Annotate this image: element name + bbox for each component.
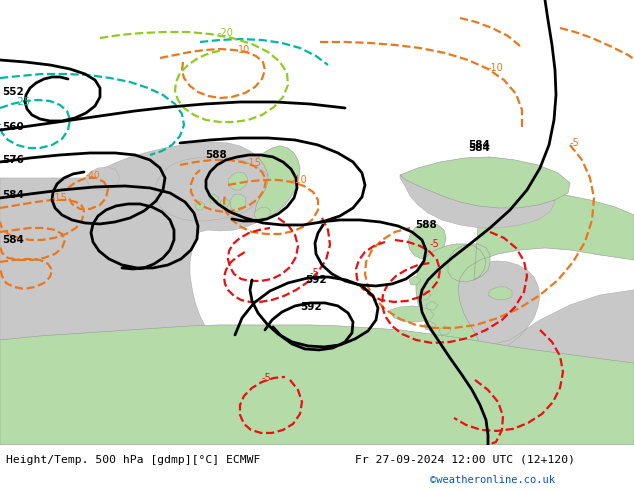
Text: 588: 588	[415, 220, 437, 230]
Polygon shape	[426, 301, 438, 310]
Text: -15: -15	[52, 193, 68, 203]
Polygon shape	[416, 192, 634, 362]
Polygon shape	[85, 167, 120, 190]
Text: -40: -40	[86, 172, 101, 180]
Text: 584: 584	[468, 143, 490, 153]
Text: 584: 584	[2, 190, 24, 200]
Polygon shape	[400, 157, 570, 208]
Polygon shape	[408, 223, 446, 259]
Text: -5: -5	[310, 268, 320, 278]
Polygon shape	[195, 201, 205, 210]
Text: Height/Temp. 500 hPa [gdmp][°C] ECMWF: Height/Temp. 500 hPa [gdmp][°C] ECMWF	[6, 455, 261, 465]
Text: -10: -10	[488, 63, 504, 73]
Text: -5: -5	[570, 138, 579, 148]
Polygon shape	[220, 198, 230, 207]
Text: -25: -25	[15, 97, 31, 107]
Polygon shape	[209, 194, 219, 203]
Polygon shape	[400, 167, 555, 228]
Text: ©weatheronline.co.uk: ©weatheronline.co.uk	[430, 475, 555, 485]
Polygon shape	[424, 321, 436, 330]
Text: 584: 584	[2, 235, 24, 245]
Text: -10: -10	[292, 175, 307, 185]
Polygon shape	[228, 172, 248, 190]
Text: Fr 27-09-2024 12:00 UTC (12+120): Fr 27-09-2024 12:00 UTC (12+120)	[355, 455, 575, 465]
Text: 584: 584	[468, 140, 490, 150]
Text: -5: -5	[262, 373, 272, 383]
Polygon shape	[0, 325, 634, 445]
Text: 552: 552	[2, 87, 23, 97]
Text: 10: 10	[238, 45, 250, 55]
Polygon shape	[439, 326, 451, 335]
Text: 592: 592	[300, 302, 321, 312]
Polygon shape	[488, 287, 512, 300]
Polygon shape	[255, 146, 300, 220]
Text: -5: -5	[430, 239, 440, 249]
Text: -20: -20	[218, 28, 234, 38]
Polygon shape	[254, 207, 270, 220]
Text: 588: 588	[205, 150, 227, 160]
Polygon shape	[390, 306, 434, 322]
Polygon shape	[419, 291, 431, 300]
Polygon shape	[409, 276, 421, 285]
Text: 576: 576	[2, 155, 24, 165]
Text: -15: -15	[246, 158, 262, 168]
Polygon shape	[414, 311, 426, 320]
Text: 592: 592	[305, 275, 327, 285]
Text: 560: 560	[2, 122, 23, 132]
Polygon shape	[0, 142, 634, 445]
Polygon shape	[230, 194, 246, 212]
